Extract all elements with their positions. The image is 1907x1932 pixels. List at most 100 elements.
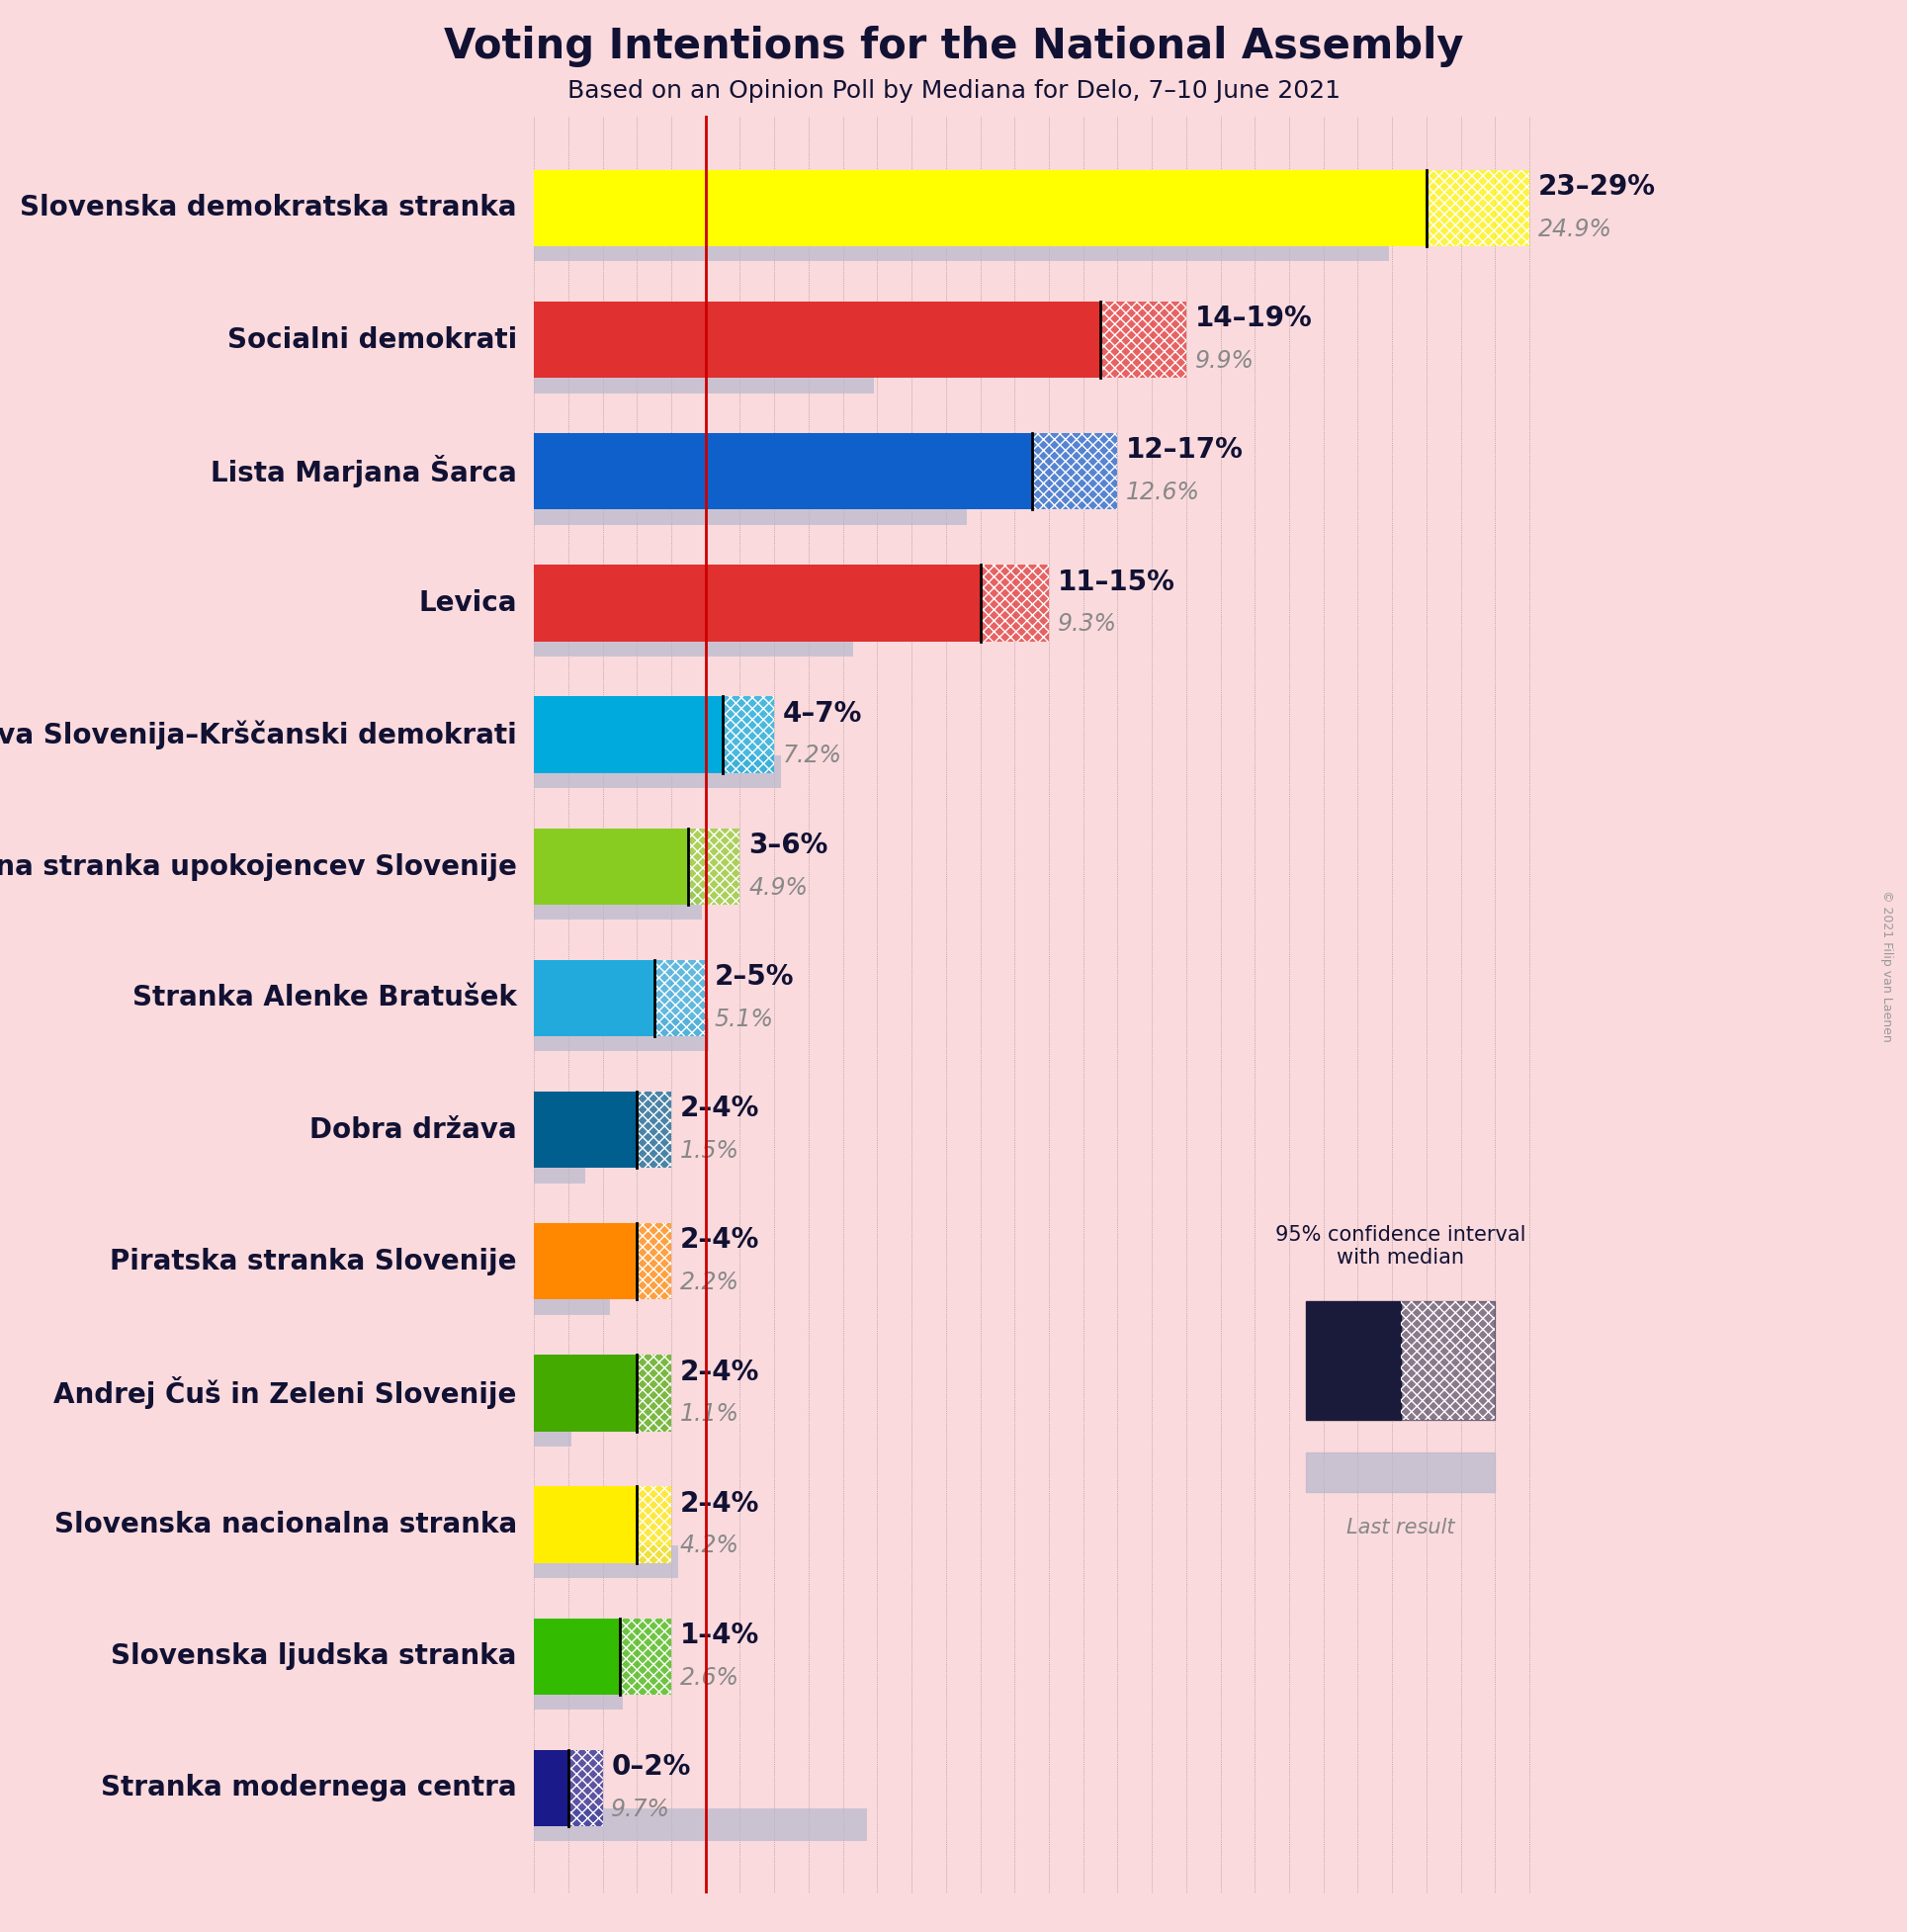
Text: 3–6%: 3–6%: [748, 831, 828, 860]
Text: 1.5%: 1.5%: [679, 1140, 740, 1163]
Bar: [534, 564, 980, 641]
Text: Slovenska nacionalna stranka: Slovenska nacionalna stranka: [53, 1511, 517, 1538]
Text: 2–4%: 2–4%: [679, 1095, 759, 1122]
Text: 2–5%: 2–5%: [713, 964, 793, 991]
Bar: [534, 359, 873, 392]
Text: 23–29%: 23–29%: [1537, 174, 1655, 201]
Bar: [637, 1223, 671, 1300]
Bar: [620, 1619, 671, 1694]
Bar: [980, 564, 1049, 641]
Bar: [1032, 433, 1118, 510]
Bar: [534, 1486, 637, 1563]
Text: © 2021 Filip van Laenen: © 2021 Filip van Laenen: [1880, 891, 1894, 1041]
Bar: [637, 1486, 671, 1563]
Text: 2.6%: 2.6%: [679, 1665, 740, 1689]
Text: Socialni demokrati: Socialni demokrati: [227, 327, 517, 354]
Bar: [723, 697, 774, 773]
Bar: [620, 1619, 671, 1694]
Text: 11–15%: 11–15%: [1056, 568, 1175, 595]
Text: Last result: Last result: [1346, 1519, 1455, 1538]
Bar: [1426, 170, 1529, 245]
Bar: [534, 1750, 568, 1826]
Bar: [534, 1150, 585, 1182]
Bar: [637, 1354, 671, 1432]
Bar: [1400, 1300, 1495, 1420]
Text: 24.9%: 24.9%: [1537, 216, 1611, 242]
Bar: [534, 1223, 637, 1300]
Bar: [534, 493, 967, 526]
Bar: [1400, 1300, 1495, 1420]
Bar: [637, 1486, 671, 1563]
Text: 4.9%: 4.9%: [748, 875, 809, 898]
Bar: [568, 1750, 603, 1826]
Text: 9.7%: 9.7%: [610, 1797, 671, 1822]
Bar: [534, 755, 782, 788]
Bar: [1426, 170, 1529, 245]
Bar: [534, 624, 852, 657]
Bar: [534, 1677, 624, 1710]
Bar: [534, 1354, 637, 1432]
Bar: [534, 1092, 637, 1169]
Bar: [1306, 1453, 1495, 1492]
Bar: [534, 1414, 572, 1447]
Text: Voting Intentions for the National Assembly: Voting Intentions for the National Assem…: [444, 27, 1463, 68]
Text: 1–4%: 1–4%: [679, 1621, 759, 1650]
Text: Andrej Čuš in Zeleni Slovenije: Andrej Čuš in Zeleni Slovenije: [53, 1378, 517, 1408]
Text: Dobra država: Dobra država: [309, 1117, 517, 1144]
Bar: [534, 697, 723, 773]
Text: 9.9%: 9.9%: [1194, 350, 1255, 373]
Bar: [534, 887, 702, 920]
Text: 2–4%: 2–4%: [679, 1490, 759, 1517]
Bar: [534, 1546, 679, 1578]
Text: Nova Slovenija–Krščanski demokrati: Nova Slovenija–Krščanski demokrati: [0, 721, 517, 750]
Text: 0–2%: 0–2%: [610, 1752, 690, 1781]
Text: 2–4%: 2–4%: [679, 1227, 759, 1254]
Text: Slovenska demokratska stranka: Slovenska demokratska stranka: [21, 195, 517, 222]
Bar: [534, 829, 688, 904]
Text: Stranka Alenke Bratušek: Stranka Alenke Bratušek: [132, 983, 517, 1012]
Text: 95% confidence interval
with median: 95% confidence interval with median: [1276, 1225, 1526, 1267]
Bar: [688, 829, 740, 904]
Text: 4.2%: 4.2%: [679, 1534, 740, 1557]
Bar: [1100, 301, 1186, 379]
Text: Levica: Levica: [418, 589, 517, 616]
Bar: [637, 1092, 671, 1169]
Bar: [654, 960, 706, 1036]
Text: 12.6%: 12.6%: [1125, 481, 1200, 504]
Text: 4–7%: 4–7%: [782, 699, 862, 728]
Bar: [534, 433, 1032, 510]
Bar: [654, 960, 706, 1036]
Bar: [534, 1281, 610, 1314]
Bar: [637, 1092, 671, 1169]
Text: Stranka modernega centra: Stranka modernega centra: [101, 1774, 517, 1803]
Text: 9.3%: 9.3%: [1056, 612, 1118, 636]
Text: Based on an Opinion Poll by Mediana for Delo, 7–10 June 2021: Based on an Opinion Poll by Mediana for …: [566, 79, 1341, 102]
Bar: [1032, 433, 1118, 510]
Bar: [1306, 1300, 1400, 1420]
Bar: [1100, 301, 1186, 379]
Text: Lista Marjana Šarca: Lista Marjana Šarca: [210, 456, 517, 487]
Bar: [534, 1619, 620, 1694]
Text: 14–19%: 14–19%: [1194, 305, 1312, 332]
Bar: [534, 170, 1426, 245]
Bar: [568, 1750, 603, 1826]
Text: Slovenska ljudska stranka: Slovenska ljudska stranka: [111, 1642, 517, 1669]
Bar: [534, 1018, 709, 1051]
Bar: [534, 960, 654, 1036]
Bar: [637, 1223, 671, 1300]
Bar: [534, 228, 1388, 261]
Text: 1.1%: 1.1%: [679, 1403, 740, 1426]
Text: 7.2%: 7.2%: [782, 744, 843, 767]
Text: 2.2%: 2.2%: [679, 1271, 740, 1294]
Text: 2–4%: 2–4%: [679, 1358, 759, 1385]
Bar: [688, 829, 740, 904]
Bar: [534, 301, 1100, 379]
Text: Piratska stranka Slovenije: Piratska stranka Slovenije: [111, 1248, 517, 1275]
Bar: [723, 697, 774, 773]
Bar: [637, 1354, 671, 1432]
Bar: [534, 1808, 868, 1841]
Text: 12–17%: 12–17%: [1125, 437, 1243, 464]
Bar: [980, 564, 1049, 641]
Text: Demokratična stranka upokojencev Slovenije: Demokratična stranka upokojencev Sloveni…: [0, 852, 517, 881]
Text: 5.1%: 5.1%: [713, 1007, 774, 1032]
